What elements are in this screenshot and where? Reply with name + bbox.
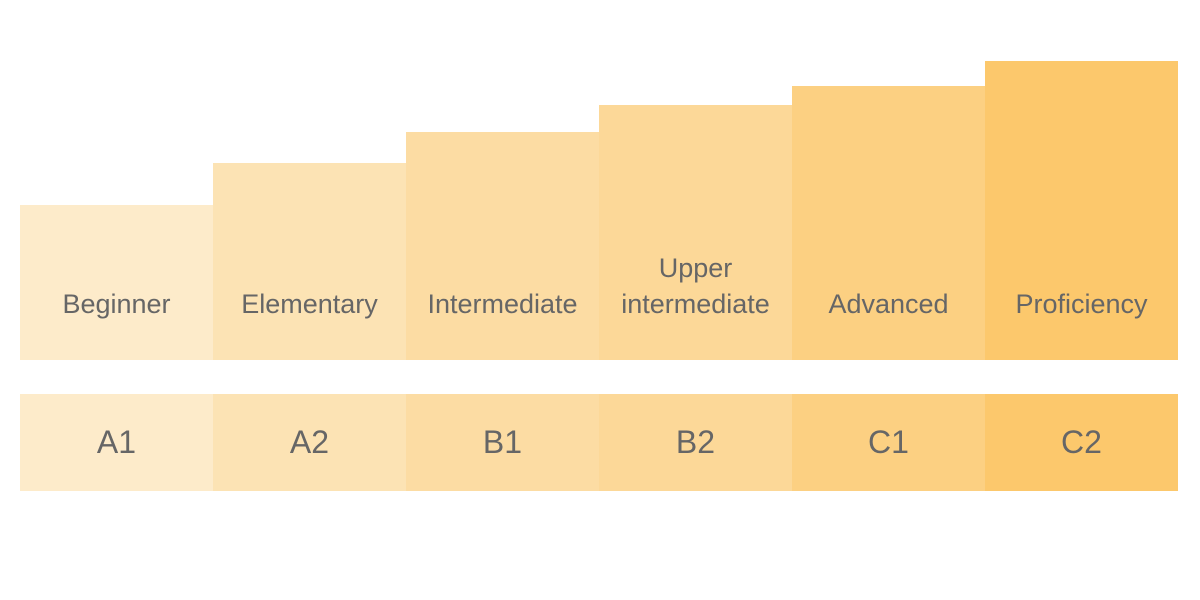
level-step: Intermediate [406, 132, 599, 360]
level-label: Advanced [828, 289, 949, 319]
level-label: Intermediate [427, 289, 578, 319]
level-label: Upper intermediate [621, 253, 770, 319]
level-label: Elementary [241, 289, 378, 319]
level-code: B1 [406, 394, 599, 491]
level-step: Beginner [20, 205, 213, 360]
level-label: Beginner [62, 289, 171, 319]
level-code: C2 [985, 394, 1178, 491]
level-code: A1 [20, 394, 213, 491]
level-step: Proficiency [985, 61, 1178, 360]
level-label: Proficiency [1015, 289, 1148, 319]
level-code: A2 [213, 394, 406, 491]
level-step: Elementary [213, 163, 406, 360]
level-code: C1 [792, 394, 985, 491]
level-code: B2 [599, 394, 792, 491]
level-step: Upper intermediate [599, 105, 792, 360]
level-step: Advanced [792, 86, 985, 360]
